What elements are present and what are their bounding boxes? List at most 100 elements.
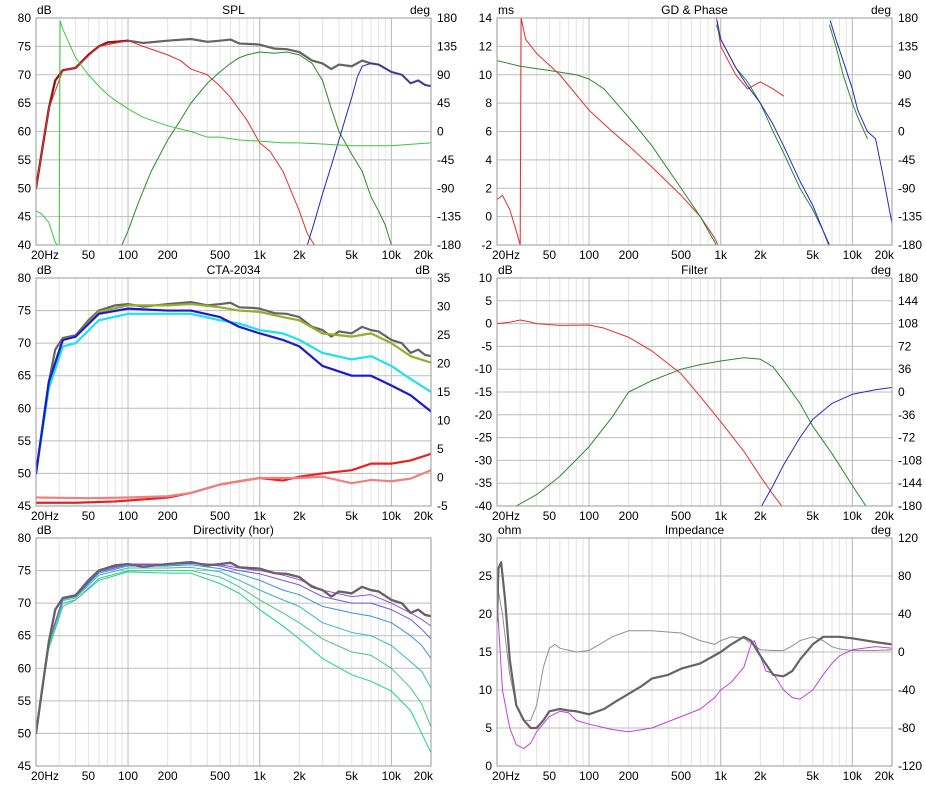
x-tick-label: 50 [543, 509, 557, 523]
y-right-tick-label: 25 [437, 328, 451, 342]
x-tick-label: 5k [345, 769, 359, 782]
major-grid [497, 277, 892, 507]
x-tick-label: 100 [118, 509, 138, 523]
y-right-unit: deg [410, 3, 430, 17]
x-tick-label: 10k [382, 769, 402, 782]
x-tick-label: 20Hz [492, 769, 520, 782]
chart-title: Impedance [665, 523, 725, 537]
series-group [497, 561, 892, 750]
y-right-unit: deg [871, 3, 891, 17]
x-tick-label: 1k [253, 509, 267, 523]
x-tick-label: 100 [579, 509, 599, 523]
x-tick-label: 20k [875, 769, 895, 782]
plot-frame [35, 537, 432, 767]
y-left-tick-label: 6 [485, 125, 492, 139]
x-tick-label: 5k [345, 509, 359, 523]
y-left-tick-label: 80 [18, 11, 32, 25]
x-tick-label: 2k [293, 769, 307, 782]
y-left-tick-label: 50 [18, 181, 32, 195]
x-tick-label: 500 [671, 509, 691, 523]
plot-frame [35, 277, 432, 507]
y-left-tick-label: 2 [485, 181, 492, 195]
y-right-tick-label: -180 [898, 238, 922, 252]
y-right-tick-label: 45 [898, 96, 912, 110]
series-line-5 [36, 562, 431, 734]
x-tick-label: 1k [253, 769, 267, 782]
y-left-tick-label: 70 [18, 336, 32, 350]
y-left-unit: dB [37, 263, 52, 277]
y-left-tick-label: -25 [475, 431, 493, 445]
y-left-tick-label: -5 [481, 339, 492, 353]
x-tick-label: 1k [253, 248, 267, 262]
major-grid [36, 277, 431, 507]
series-line-1 [497, 598, 892, 750]
x-tick-label: 200 [619, 769, 639, 782]
y-left-tick-label: -30 [475, 453, 493, 467]
x-tick-label: 5k [806, 509, 820, 523]
y-left-tick-label: 10 [479, 68, 493, 82]
y-right-tick-label: 90 [898, 68, 912, 82]
series-line-3 [36, 307, 431, 475]
series-line-1 [36, 39, 130, 190]
y-right-tick-label: 36 [898, 362, 912, 376]
y-left-tick-label: 55 [18, 153, 32, 167]
x-tick-label: 20k [414, 509, 434, 523]
series-line-6 [829, 20, 892, 225]
x-tick-label: 20Hz [492, 509, 520, 523]
y-left-tick-label: 12 [479, 39, 493, 53]
series-line-5 [36, 20, 431, 245]
chart-title: CTA-2034 [207, 263, 261, 277]
y-left-tick-label: -2 [481, 238, 492, 252]
x-tick-label: 5k [806, 248, 820, 262]
x-tick-label: 500 [671, 248, 691, 262]
y-right-tick-label: -135 [437, 210, 461, 224]
x-tick-label: 20Hz [31, 769, 59, 782]
y-right-tick-label: -72 [898, 431, 916, 445]
x-tick-label: 1k [714, 769, 728, 782]
y-left-tick-label: 70 [18, 596, 32, 610]
x-tick-label: 200 [158, 509, 178, 523]
series-line-0 [36, 301, 431, 475]
major-grid [36, 17, 431, 246]
y-left-tick-label: 55 [18, 434, 32, 448]
y-left-tick-label: 14 [479, 11, 493, 25]
y-right-tick-label: -90 [898, 181, 916, 195]
y-right-tick-label: -90 [437, 181, 455, 195]
y-left-tick-label: -40 [475, 499, 493, 513]
y-right-tick-label: -45 [898, 153, 916, 167]
y-right-tick-label: 0 [898, 385, 905, 399]
y-left-tick-label: 8 [485, 96, 492, 110]
y-right-tick-label: -180 [898, 499, 922, 513]
y-left-tick-label: -35 [475, 476, 493, 490]
y-left-tick-label: 40 [18, 238, 32, 252]
y-right-tick-label: -80 [898, 721, 916, 735]
x-tick-label: 200 [158, 769, 178, 782]
chart-0: SPL dB deg 40 45 50 55 60 65 70 75 80 -180 -135 -90 -45… [18, 3, 462, 262]
x-tick-label: 100 [579, 248, 599, 262]
series-line-5 [716, 20, 830, 245]
y-left-tick-label: 10 [479, 683, 493, 697]
series-line-2 [36, 566, 431, 734]
y-left-tick-label: 0 [485, 317, 492, 331]
y-right-tick-label: -108 [898, 453, 922, 467]
y-right-tick-label: 5 [437, 442, 444, 456]
x-tick-label: 1k [714, 248, 728, 262]
series-line-6 [36, 561, 431, 735]
y-left-tick-label: -10 [475, 362, 493, 376]
x-tick-label: 10k [843, 509, 863, 523]
series-line-2 [36, 312, 431, 475]
series-line-0 [497, 583, 892, 721]
x-tick-label: 200 [619, 509, 639, 523]
y-left-tick-label: -15 [475, 385, 493, 399]
series-line-2 [497, 60, 717, 245]
chart-2: CTA-2034 dB dB 45 50 55 60 65 70 75 80 -5 0 5 10 15 20 25… [18, 263, 451, 523]
x-tick-label: 500 [210, 769, 230, 782]
y-left-unit: dB [37, 523, 52, 537]
y-right-tick-label: -120 [898, 759, 922, 773]
x-tick-label: 500 [210, 509, 230, 523]
y-right-tick-label: 0 [437, 125, 444, 139]
y-left-tick-label: 20 [479, 607, 493, 621]
x-tick-label: 50 [543, 248, 557, 262]
